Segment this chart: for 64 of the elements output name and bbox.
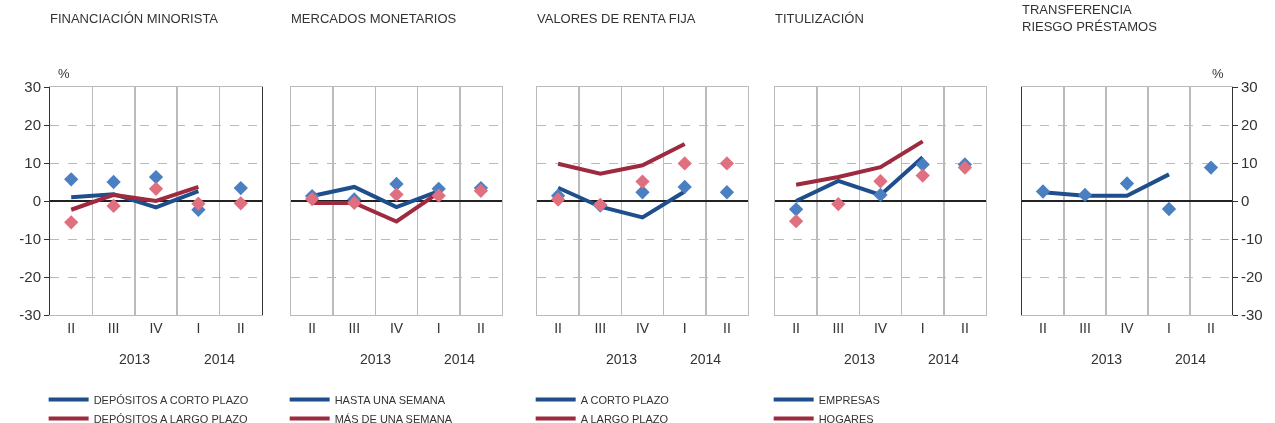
x-tick-label: II: [723, 319, 731, 336]
x-tick-label: I: [682, 319, 687, 336]
x-tick-label: III: [832, 319, 845, 336]
chart-title: MERCADOS MONETARIOS: [291, 11, 457, 27]
legend-label: EMPRESAS: [818, 393, 880, 406]
x-tick-label: II: [1039, 319, 1047, 336]
chart-title: FINANCIACIÓN MINORISTA: [50, 11, 219, 27]
text: 2013: [119, 351, 151, 367]
y2-tick-label: 0: [1241, 192, 1250, 210]
x-tick-label: II: [67, 319, 76, 336]
x-tick-label: III: [348, 319, 361, 336]
x-tick-label: I: [920, 319, 925, 336]
y-tick-label: -20: [19, 268, 41, 286]
legend-label: MÁS DE UNA SEMANA: [334, 412, 453, 423]
text: 2013: [360, 351, 392, 367]
chart-title: VALORES DE RENTA FIJA: [537, 11, 696, 27]
y2-tick-label: -10: [1241, 230, 1263, 248]
legend-label: DEPÓSITOS A LARGO PLAZO: [93, 412, 248, 423]
legend-label: HASTA UNA SEMANA: [334, 393, 446, 406]
x-tick-label: II: [792, 319, 800, 336]
x-tick-label: IV: [873, 319, 888, 336]
x-tick-label: II: [308, 319, 316, 336]
text: 2014: [204, 351, 236, 367]
chart-title: TITULIZACIÓN: [775, 11, 864, 27]
x-tick-label: II: [1207, 319, 1215, 336]
y2-tick-label: 30: [1241, 78, 1258, 96]
y-tick-label: 10: [24, 154, 41, 172]
legend-label: A CORTO PLAZO: [580, 393, 670, 406]
x-tick-label: I: [196, 319, 201, 336]
legend-label: DEPÓSITOS A CORTO PLAZO: [93, 393, 249, 406]
y-axis-title: %: [58, 66, 70, 81]
x-tick-label: IV: [1120, 319, 1135, 336]
y2-axis-title: %: [1212, 66, 1224, 81]
x-tick-label: III: [594, 319, 607, 336]
legend-label: A LARGO PLAZO: [580, 412, 669, 423]
x-tick-label: III: [107, 319, 120, 336]
y2-tick-label: 10: [1241, 154, 1258, 172]
x-tick-label: III: [1079, 319, 1091, 336]
x-tick-label: IV: [389, 319, 404, 336]
text: 2013: [606, 351, 638, 367]
text: 2013: [844, 351, 876, 367]
text: 2014: [1175, 351, 1207, 367]
y-tick-label: -30: [19, 306, 41, 324]
y2-tick-label: -20: [1241, 268, 1263, 286]
y-tick-label: -10: [19, 230, 41, 248]
x-tick-label: IV: [635, 319, 650, 336]
x-tick-label: II: [554, 319, 562, 336]
text: 2013: [1091, 351, 1123, 367]
y2-tick-label: 20: [1241, 116, 1258, 134]
x-tick-label: I: [436, 319, 441, 336]
y-tick-label: 30: [24, 78, 41, 96]
text: 2014: [690, 351, 722, 367]
x-tick-label: II: [961, 319, 969, 336]
x-tick-label: IV: [149, 319, 164, 336]
x-tick-label: II: [477, 319, 485, 336]
text: 2014: [928, 351, 960, 367]
legend-label: HOGARES: [818, 412, 874, 423]
y2-tick-label: -30: [1241, 306, 1263, 324]
y-tick-label: 0: [32, 192, 41, 210]
x-tick-label: II: [236, 319, 245, 336]
text: 2014: [444, 351, 476, 367]
y-tick-label: 20: [24, 116, 41, 134]
chart-title: TRANSFERENCIA RIESGO PRÉSTAMOS: [1022, 2, 1158, 34]
x-tick-label: I: [1167, 319, 1171, 336]
